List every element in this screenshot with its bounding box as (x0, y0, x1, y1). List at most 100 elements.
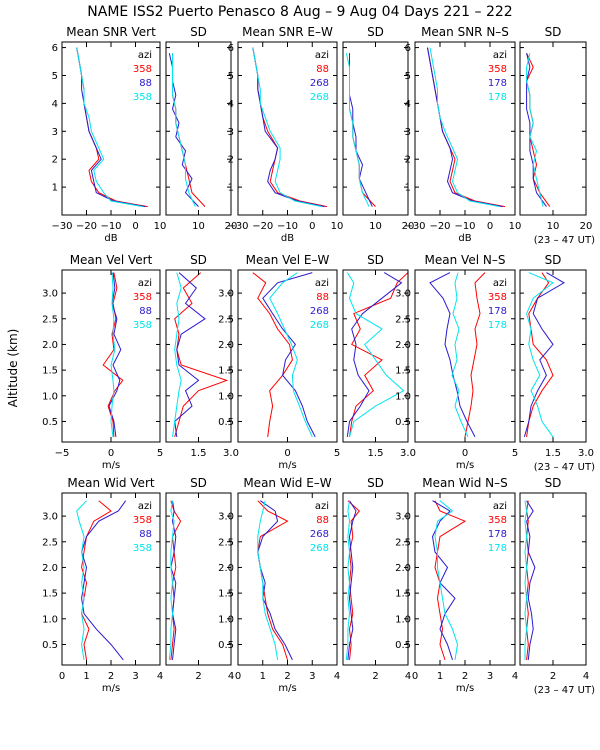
x-tick-label: 0 (487, 221, 493, 232)
x-tick-label: 3.0 (400, 448, 416, 459)
panel-snr-3: SD 10 20 (342, 25, 414, 232)
x-tick-label: 0 (132, 221, 138, 232)
series-group (257, 500, 293, 661)
series-group (252, 272, 316, 438)
panel-snr-0: Mean SNR Vert −30 −20 −10 0 10 1 2 3 4 5 6 dB azi 358 8… (51, 25, 166, 244)
x-axis-label: m/s (456, 683, 474, 694)
y-tick-label: 2.0 (218, 563, 234, 574)
y-tick-label: 0.5 (42, 640, 58, 651)
utc-note: (23 – 47 UT) (534, 235, 595, 246)
x-tick-label: 1.5 (545, 448, 561, 459)
x-tick-label: 3.0 (578, 448, 594, 459)
series-group (76, 47, 148, 208)
x-tick-label: 0 (462, 448, 468, 459)
series-line-red (174, 272, 229, 438)
legend-entry-blue: 268 (310, 529, 329, 540)
legend-header: azi (493, 501, 507, 512)
legend-entry-cyan: 268 (310, 543, 329, 554)
x-tick-label: 0 (108, 448, 114, 459)
y-tick-label: 2.5 (218, 537, 234, 548)
series-group (172, 272, 229, 438)
series-line-cyan (526, 272, 554, 438)
series-line-cyan (252, 47, 323, 208)
y-tick-label: 2.0 (218, 340, 234, 351)
panel-vel-2: Mean Vel E–W 0 5 0.5 1.0 1.5 2.0 2.5 3.0 m/s azi 88… (218, 253, 340, 471)
panel-vel-1: SD 1.5 3.0 (165, 253, 239, 459)
series-line-blue (523, 272, 565, 438)
series-line-red (464, 272, 486, 437)
series-line-blue (168, 53, 199, 207)
series-line-red (170, 500, 182, 660)
panel-wid-2: Mean Wid E–W 0 1 2 3 4 0.5 1.0 1.5 2.0 2.5 3.0 m/s az… (218, 476, 340, 694)
y-tick-label: 5 (52, 71, 58, 82)
panel-vel-4: Mean Vel N–S 0 5 0.5 1.0 1.5 2.0 2.5 3.0 m/s azi 35… (395, 253, 518, 471)
series-line-blue (431, 500, 456, 661)
y-tick-label: 1 (228, 183, 234, 194)
panel-title: Mean Vel E–W (246, 253, 330, 267)
panel-frame (519, 492, 587, 666)
panel-title: SD (190, 476, 207, 490)
legend: azi 88 268 268 (310, 50, 329, 103)
series-line-cyan (526, 53, 544, 207)
legend-entry-red: 358 (133, 64, 152, 75)
legend-header: azi (138, 278, 152, 289)
legend-header: azi (315, 278, 329, 289)
y-tick-label: 2.5 (218, 314, 234, 325)
y-tick-label: 1.5 (218, 366, 234, 377)
legend-entry-red: 358 (133, 292, 152, 303)
y-tick-label: 1.5 (42, 589, 58, 600)
series-line-blue (252, 47, 325, 208)
legend-entry-red: 88 (316, 515, 329, 526)
x-tick-label: −20 (76, 221, 97, 232)
panel-wid-3: SD 2 4 (342, 476, 411, 682)
legend-entry-cyan: 268 (310, 92, 329, 103)
y-tick-label: 3 (228, 127, 234, 138)
y-tick-label: 3 (405, 127, 411, 138)
x-tick-label: 3 (309, 671, 315, 682)
y-tick-label: 1.0 (395, 391, 411, 402)
series-line-blue (257, 500, 293, 661)
legend-entry-cyan: 268 (310, 320, 329, 331)
legend-entry-red: 358 (488, 515, 507, 526)
legend-entry-blue: 88 (139, 78, 152, 89)
series-line-red (81, 500, 112, 660)
x-tick-label: 10 (369, 221, 382, 232)
legend-entry-cyan: 358 (133, 543, 152, 554)
series-group (526, 52, 551, 207)
y-tick-label: 0.5 (395, 417, 411, 428)
y-tick-label: 1.0 (42, 391, 58, 402)
y-tick-label: 1.5 (395, 366, 411, 377)
series-line-cyan (257, 500, 279, 660)
x-tick-label: −30 (227, 221, 248, 232)
y-tick-label: 2 (228, 155, 234, 166)
series-line-red (252, 272, 293, 437)
y-tick-label: 1.0 (395, 614, 411, 625)
x-tick-label: 0 (235, 671, 241, 682)
x-tick-label: 2 (550, 671, 556, 682)
series-line-cyan (168, 500, 175, 660)
x-tick-label: 1 (437, 671, 443, 682)
utc-note: (23 – 47 UT) (534, 462, 595, 473)
y-tick-label: 2.0 (395, 340, 411, 351)
series-line-cyan (345, 500, 351, 660)
series-line-blue (526, 500, 536, 660)
legend-entry-red: 88 (316, 64, 329, 75)
legend: azi 358 88 358 (133, 50, 152, 103)
legend-entry-blue: 178 (488, 78, 507, 89)
legend-entry-cyan: 178 (488, 543, 507, 554)
row-snr: Mean SNR Vert−30 −20 −10 0 10123456dBazi3588… (51, 25, 595, 246)
y-tick-label: 3.0 (395, 512, 411, 523)
row-wid: Mean Wid Vert 0 1 2 3 4 0.5 1.0 1.5 2.0 2.5 3.0 m/s a… (42, 476, 595, 696)
x-tick-label: −30 (51, 221, 72, 232)
x-tick-label: −30 (404, 221, 425, 232)
legend-entry-blue: 88 (139, 306, 152, 317)
x-tick-label: 3 (132, 671, 138, 682)
series-group (431, 500, 467, 661)
x-tick-label: 0 (284, 448, 290, 459)
y-tick-label: 2.5 (42, 537, 58, 548)
plot-area: Mean SNR Vert−30 −20 −10 0 10123456dBazi3588… (42, 25, 595, 696)
series-group (168, 500, 182, 660)
panel-title: SD (190, 25, 207, 39)
x-tick-label: 4 (157, 671, 163, 682)
